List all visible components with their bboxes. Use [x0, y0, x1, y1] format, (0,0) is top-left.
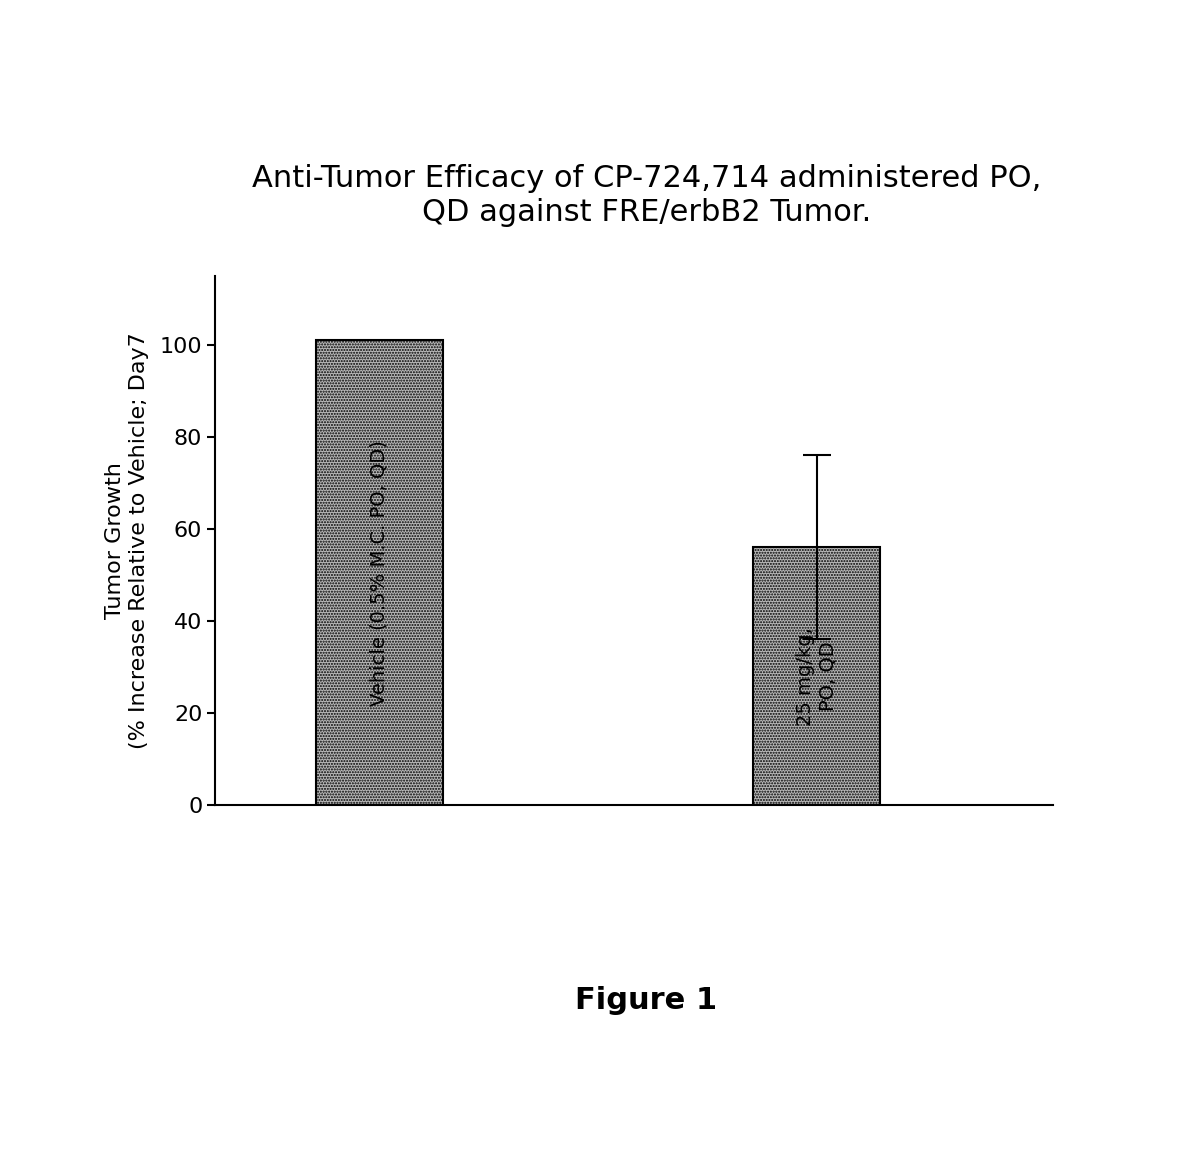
Bar [753, 547, 880, 805]
Bar [316, 340, 443, 805]
Text: 25 mg/kg,
PO, QD: 25 mg/kg, PO, QD [796, 627, 837, 726]
Text: Vehicle (0.5% M.C. PO, QD): Vehicle (0.5% M.C. PO, QD) [370, 439, 389, 706]
Text: Anti-Tumor Efficacy of CP-724,714 administered PO,
QD against FRE/erbB2 Tumor.: Anti-Tumor Efficacy of CP-724,714 admini… [251, 164, 1041, 227]
Y-axis label: Tumor Growth
(% Increase Relative to Vehicle; Day7: Tumor Growth (% Increase Relative to Veh… [105, 332, 148, 749]
Text: Figure 1: Figure 1 [576, 986, 717, 1015]
